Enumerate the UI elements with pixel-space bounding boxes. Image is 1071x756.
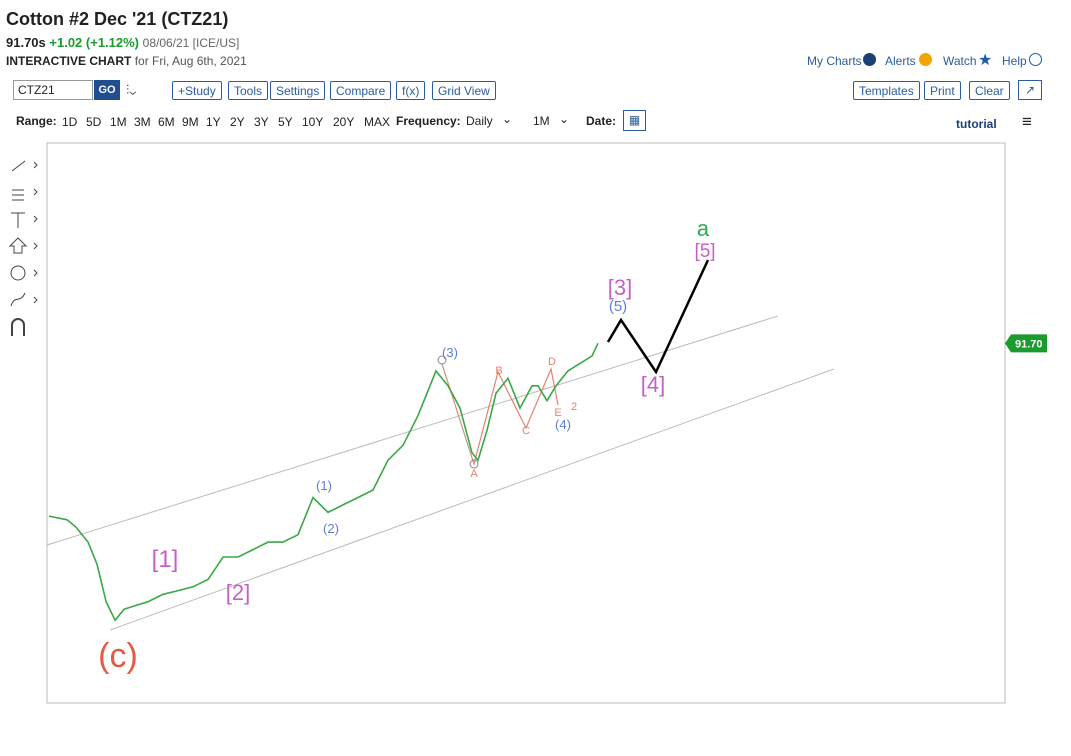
plot-frame <box>46 142 1006 704</box>
subtitle-date: for Fri, Aug 6th, 2021 <box>134 54 247 68</box>
sub-line: INTERACTIVE CHART for Fri, Aug 6th, 2021 <box>6 54 247 68</box>
alerts-icon <box>919 53 932 66</box>
range-option[interactable]: 9M <box>182 115 199 129</box>
tool-fib[interactable] <box>12 189 24 201</box>
abcde-pattern <box>441 363 559 467</box>
my-charts[interactable]: My Charts <box>807 54 862 68</box>
toolbar-button[interactable]: Compare <box>330 81 392 100</box>
range-option[interactable]: 5D <box>86 115 102 129</box>
watch[interactable]: Watch <box>943 54 977 68</box>
wave-label: D <box>548 356 556 368</box>
alerts[interactable]: Alerts <box>885 54 916 68</box>
wave-label: a <box>697 216 710 241</box>
anchor-high <box>437 355 447 365</box>
help-icon <box>1029 53 1042 66</box>
range-option[interactable]: 1Y <box>206 115 221 129</box>
tool-line[interactable] <box>11 160 26 172</box>
range-option[interactable]: 20Y <box>333 115 355 129</box>
wave-label: [1] <box>152 546 179 573</box>
frequency-label: Frequency: <box>396 114 461 128</box>
range-option[interactable]: 3Y <box>254 115 269 129</box>
wave-label: [4] <box>641 372 665 397</box>
channel-upper <box>46 315 779 546</box>
wave-label: C <box>522 425 530 437</box>
tool-text[interactable] <box>11 212 25 228</box>
wave-label: [2] <box>226 580 250 605</box>
wave-label: A <box>470 468 478 480</box>
toolbar-button[interactable]: Clear <box>969 81 1010 100</box>
frequency-caret: ⌄ <box>502 112 513 126</box>
tool-arrow[interactable] <box>8 237 28 254</box>
chart-type-menu[interactable]: ⫶⌄ <box>126 82 137 97</box>
range-option[interactable]: 10Y <box>302 115 324 129</box>
wave-label: (4) <box>555 417 571 432</box>
my-charts-icon <box>863 53 876 66</box>
help[interactable]: Help <box>1002 54 1027 68</box>
toolbar-button[interactable]: +Study <box>172 81 222 100</box>
price-line <box>48 342 599 622</box>
wave-label: (1) <box>316 478 332 493</box>
tool-magnet[interactable] <box>11 318 25 336</box>
title: Cotton #2 Dec '21 (CTZ21) <box>6 9 229 29</box>
range-option[interactable]: MAX <box>364 115 391 129</box>
date-label: Date: <box>586 114 617 128</box>
toolbar-button[interactable]: Settings <box>270 81 326 100</box>
toolbar-button[interactable]: Templates <box>853 81 920 100</box>
range-option[interactable]: 6M <box>158 115 175 129</box>
subtitle: INTERACTIVE CHART <box>6 54 132 68</box>
range-option[interactable]: 3M <box>134 115 151 129</box>
wave-label: (c) <box>98 637 138 675</box>
tool-carets <box>33 161 38 304</box>
drawing-tools <box>8 160 38 336</box>
period-caret: ⌄ <box>559 112 570 126</box>
anchor-low <box>469 459 479 469</box>
expand-button[interactable]: ↗ <box>1018 80 1042 100</box>
tool-number[interactable] <box>10 265 26 281</box>
wave-label: [5] <box>694 241 715 262</box>
range-label: Range: <box>16 114 57 128</box>
menu-icon[interactable]: ≡ <box>1022 112 1032 131</box>
calendar-button[interactable]: ▦ <box>623 110 646 131</box>
toolbar-button[interactable]: Grid View <box>432 81 496 100</box>
quote-date: 08/06/21 [ICE/US] <box>142 36 240 50</box>
wave-label: B <box>495 365 502 377</box>
range-option[interactable]: 1D <box>62 115 78 129</box>
last-price-tag <box>1005 334 1047 353</box>
go-button[interactable]: GO <box>94 80 120 100</box>
range-option[interactable]: 2Y <box>230 115 245 129</box>
toolbar-button[interactable]: Tools <box>228 81 269 100</box>
channel-lower <box>109 368 835 631</box>
price: 91.70s <box>6 35 46 50</box>
wave-label: E <box>554 407 561 419</box>
period-select[interactable]: 1M <box>533 114 550 128</box>
wave-projection <box>606 259 710 375</box>
watch-icon: ★ <box>978 52 993 69</box>
wave-label: (5) <box>609 298 627 315</box>
range-option[interactable]: 5Y <box>278 115 293 129</box>
change: +1.02 (+1.12%) <box>49 35 140 50</box>
symbol-input[interactable]: CTZ21 <box>13 80 93 100</box>
quote-line: 91.70s +1.02 (+1.12%) 08/06/21 [ICE/US] <box>6 35 239 50</box>
last-price-label: 91.70 <box>1015 338 1043 350</box>
toolbar-button[interactable]: f(x) <box>396 81 426 100</box>
frequency-select[interactable]: Daily <box>466 114 493 128</box>
range-option[interactable]: 1M <box>110 115 127 129</box>
tutorial[interactable]: tutorial <box>956 117 997 131</box>
toolbar-button[interactable]: Print <box>924 81 961 100</box>
wave-label: 2 <box>571 401 577 413</box>
wave-label: [3] <box>608 275 632 300</box>
tool-curve[interactable] <box>10 292 26 307</box>
wave-label: (2) <box>323 521 339 536</box>
wave-label: (3) <box>442 345 458 360</box>
